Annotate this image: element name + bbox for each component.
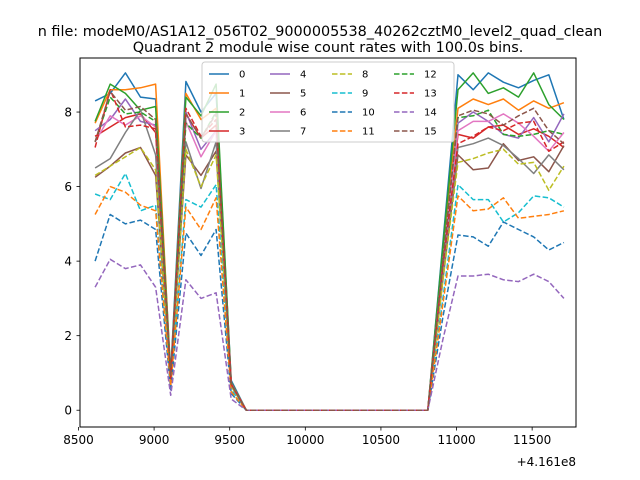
legend-label-3: 3 <box>239 127 245 138</box>
legend-label-5: 5 <box>300 89 306 100</box>
x-tick-label: 11000 <box>437 433 475 447</box>
x-tick-label: 9500 <box>214 433 245 447</box>
x-offset-label: +4.161e8 <box>517 455 576 469</box>
legend-label-7: 7 <box>300 127 306 138</box>
y-tick-label: 6 <box>64 180 72 194</box>
legend-label-13: 13 <box>424 89 437 100</box>
y-tick-label: 4 <box>64 255 72 269</box>
series-line-13 <box>94 88 565 411</box>
x-tick-label: 9000 <box>139 433 170 447</box>
legend-label-10: 10 <box>362 108 375 119</box>
series-line-12 <box>94 96 565 411</box>
legend-label-1: 1 <box>239 89 245 100</box>
legend-label-6: 6 <box>300 108 306 119</box>
y-tick-label: 2 <box>64 329 72 343</box>
chart-title: Quadrant 2 module wise count rates with … <box>133 40 524 56</box>
legend-label-9: 9 <box>362 89 368 100</box>
series-lines <box>94 72 565 411</box>
y-tick-label: 0 <box>64 404 72 418</box>
series-line-15 <box>94 90 565 411</box>
series-line-14 <box>94 258 565 411</box>
legend-label-14: 14 <box>424 108 437 119</box>
legend-label-4: 4 <box>300 70 306 81</box>
legend-label-15: 15 <box>424 127 437 138</box>
y-axis: 0 2 4 6 8 <box>64 106 80 418</box>
legend-label-2: 2 <box>239 108 245 119</box>
legend-box <box>201 61 455 143</box>
legend-label-12: 12 <box>424 70 437 81</box>
x-tick-label: 8500 <box>63 433 94 447</box>
x-tick-label: 11500 <box>513 433 551 447</box>
legend-label-11: 11 <box>362 127 375 138</box>
figure-suptitle: n file: modeM0/AS1A12_056T02_9000005538_… <box>38 24 603 40</box>
legend-label-0: 0 <box>239 70 245 81</box>
x-tick-label: 10000 <box>286 433 324 447</box>
y-tick-label: 8 <box>64 106 72 120</box>
x-axis: 8500 9000 9500 10000 10500 11000 11500 <box>63 427 551 447</box>
legend-label-8: 8 <box>362 70 368 81</box>
x-tick-label: 10500 <box>362 433 400 447</box>
plot-frame <box>79 57 577 428</box>
